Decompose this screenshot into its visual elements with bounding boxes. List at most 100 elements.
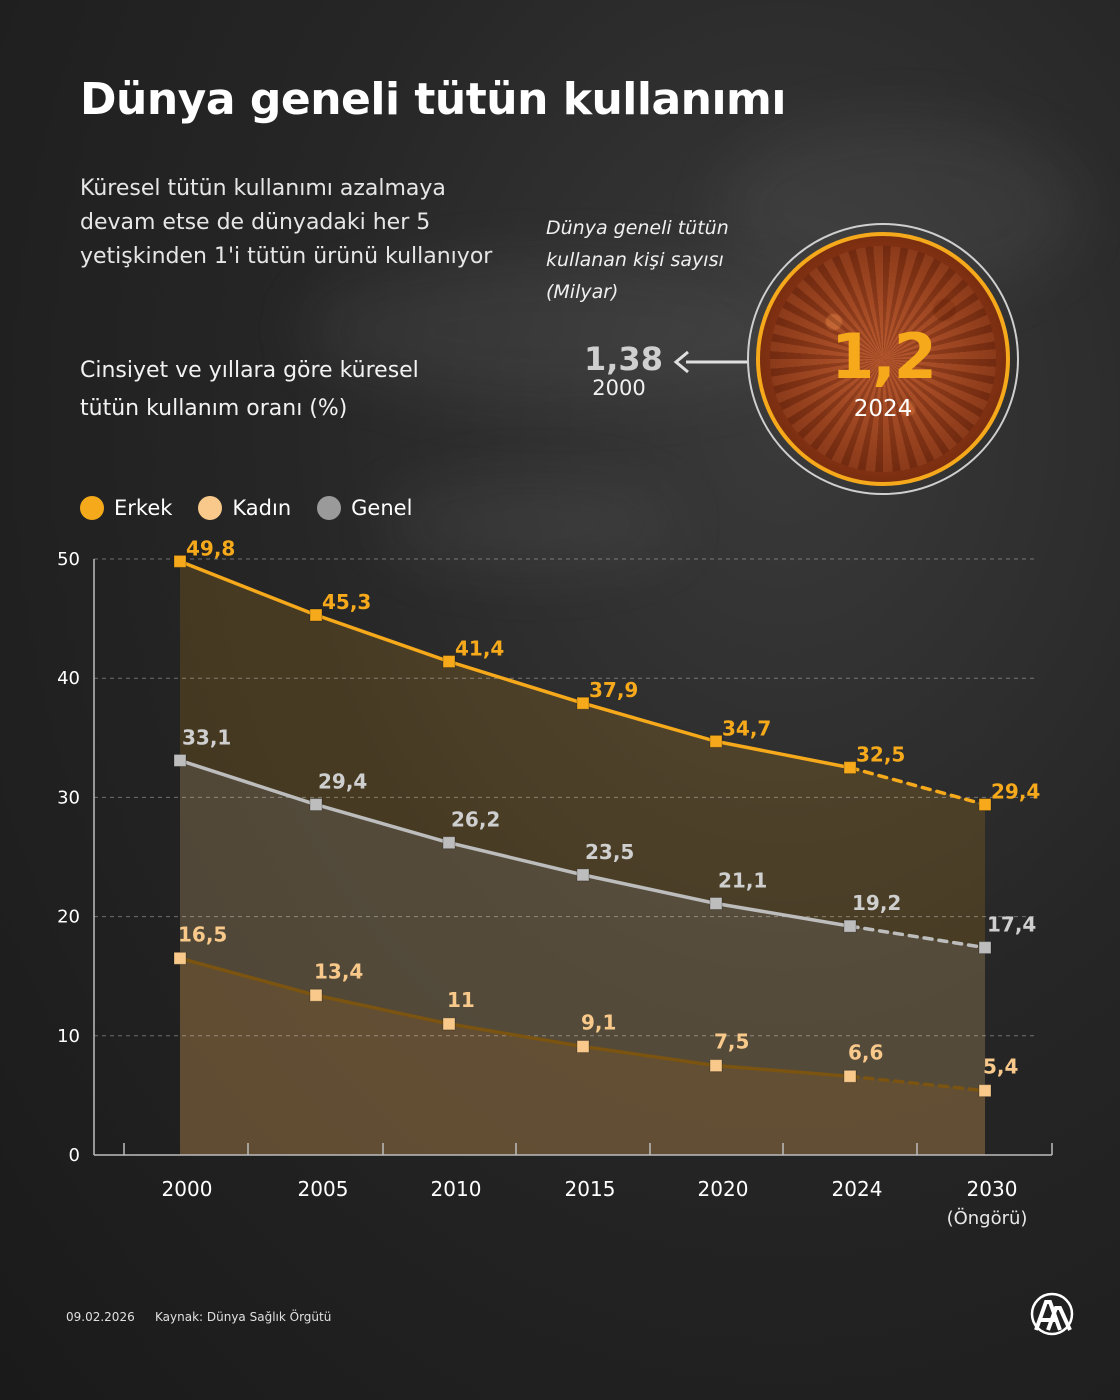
total-point bbox=[173, 753, 187, 767]
legend-label-total: Genel bbox=[351, 496, 413, 520]
legend-item-male: Erkek bbox=[80, 496, 172, 520]
total-segment bbox=[314, 802, 451, 845]
y-tick-label: 50 bbox=[57, 549, 80, 570]
legend-label-female: Kadın bbox=[232, 496, 292, 520]
legend-item-female: Kadın bbox=[198, 496, 291, 520]
total-segment bbox=[714, 901, 852, 928]
users-2024-year: 2024 bbox=[853, 396, 913, 422]
female-data-label: 9,1 bbox=[581, 1011, 616, 1035]
users-count-label: Dünya geneli tütün kullanan kişi sayısı … bbox=[546, 217, 729, 303]
y-tick-label: 20 bbox=[57, 907, 80, 928]
male-segment bbox=[314, 613, 451, 664]
y-tick-label: 0 bbox=[69, 1145, 80, 1166]
female-segment bbox=[714, 1063, 852, 1079]
male-data-label: 37,9 bbox=[589, 678, 638, 702]
area-female bbox=[180, 958, 985, 1155]
female-data-label: 13,4 bbox=[314, 959, 363, 983]
total-segment bbox=[581, 873, 718, 906]
y-tick-label: 10 bbox=[57, 1026, 80, 1047]
arrow-left-icon bbox=[673, 350, 748, 374]
legend-dot-male bbox=[80, 496, 104, 520]
female-data-label: 11 bbox=[447, 988, 475, 1012]
female-point bbox=[309, 988, 323, 1002]
male-point bbox=[978, 798, 992, 812]
total-point bbox=[843, 919, 857, 933]
x-tick-label: 2015 bbox=[565, 1177, 616, 1201]
male-point bbox=[843, 761, 857, 775]
male-data-label: 45,3 bbox=[322, 590, 371, 614]
total-data-label: 33,1 bbox=[182, 725, 231, 749]
x-tick-label: 2000 bbox=[162, 1177, 213, 1201]
users-2000-value: 1,38 bbox=[584, 340, 663, 378]
male-data-label: 29,4 bbox=[991, 780, 1040, 804]
users-2024-value: 1,2 bbox=[831, 320, 937, 393]
female-segment bbox=[581, 1044, 718, 1068]
x-tick-label: 2030 bbox=[967, 1177, 1018, 1201]
total-data-label: 23,5 bbox=[585, 840, 634, 864]
users-2000-year: 2000 bbox=[592, 376, 646, 400]
total-point bbox=[309, 798, 323, 812]
legend-dot-female bbox=[198, 496, 223, 520]
subtitle: Küresel tütün kullanımı azalmaya devam e… bbox=[80, 176, 493, 269]
total-point bbox=[576, 868, 590, 882]
total-data-label: 29,4 bbox=[318, 770, 367, 794]
chart-title: Cinsiyet ve yıllara göre küresel tütün k… bbox=[80, 358, 419, 421]
female-point bbox=[173, 951, 187, 965]
total-data-label: 21,1 bbox=[718, 868, 767, 892]
male-data-label: 34,7 bbox=[722, 716, 771, 740]
male-data-label: 49,8 bbox=[186, 536, 235, 560]
area-male bbox=[180, 561, 985, 1155]
male-segment bbox=[714, 739, 852, 770]
female-point bbox=[843, 1069, 857, 1083]
female-segment bbox=[447, 1022, 585, 1049]
total-point bbox=[442, 836, 456, 850]
female-data-label: 16,5 bbox=[178, 922, 227, 946]
female-data-label: 6,6 bbox=[848, 1040, 883, 1064]
male-segment bbox=[447, 659, 585, 705]
tobacco-circle: 1,2 2024 bbox=[756, 232, 1010, 486]
area-total bbox=[180, 760, 985, 1155]
male-point bbox=[709, 734, 723, 748]
aa-logo-icon bbox=[1030, 1292, 1074, 1336]
male-point bbox=[173, 554, 187, 568]
female-segment bbox=[178, 956, 318, 998]
total-data-label: 17,4 bbox=[987, 913, 1036, 937]
female-point bbox=[978, 1084, 992, 1098]
total-point bbox=[709, 896, 723, 910]
female-point bbox=[576, 1040, 590, 1054]
male-segment bbox=[178, 559, 318, 617]
male-segment bbox=[848, 765, 987, 807]
total-point bbox=[978, 941, 992, 955]
male-data-label: 41,4 bbox=[455, 637, 504, 661]
male-point bbox=[576, 696, 590, 710]
male-segment bbox=[581, 701, 718, 744]
x-tick-note: (Öngörü) bbox=[947, 1207, 1028, 1229]
legend: Erkek Kadın Genel bbox=[80, 496, 412, 520]
page-title: Dünya geneli tütün kullanımı bbox=[80, 74, 786, 125]
legend-item-total: Genel bbox=[317, 496, 412, 520]
users-2000-block: 1,38 2000 bbox=[584, 340, 663, 400]
total-data-label: 26,2 bbox=[451, 808, 500, 832]
female-segment bbox=[314, 993, 451, 1026]
female-data-label: 7,5 bbox=[714, 1030, 749, 1054]
legend-label-male: Erkek bbox=[114, 496, 173, 520]
total-segment bbox=[848, 924, 987, 950]
total-data-label: 19,2 bbox=[852, 891, 901, 915]
male-point bbox=[442, 655, 456, 669]
male-data-label: 32,5 bbox=[856, 743, 905, 767]
tobacco-circle-ring bbox=[747, 223, 1019, 495]
footer-date: 09.02.2026 bbox=[66, 1310, 135, 1324]
male-point bbox=[309, 608, 323, 622]
x-tick-label: 2024 bbox=[832, 1177, 883, 1201]
x-tick-label: 2010 bbox=[431, 1177, 482, 1201]
female-point bbox=[709, 1059, 723, 1073]
y-tick-label: 40 bbox=[57, 668, 80, 689]
female-data-label: 5,4 bbox=[983, 1055, 1018, 1079]
x-tick-label: 2020 bbox=[698, 1177, 749, 1201]
female-point bbox=[442, 1017, 456, 1031]
footer-source: Kaynak: Dünya Sağlık Örgütü bbox=[155, 1310, 332, 1324]
legend-dot-total bbox=[317, 496, 342, 520]
tobacco-texture bbox=[770, 246, 996, 472]
total-segment bbox=[178, 758, 318, 807]
